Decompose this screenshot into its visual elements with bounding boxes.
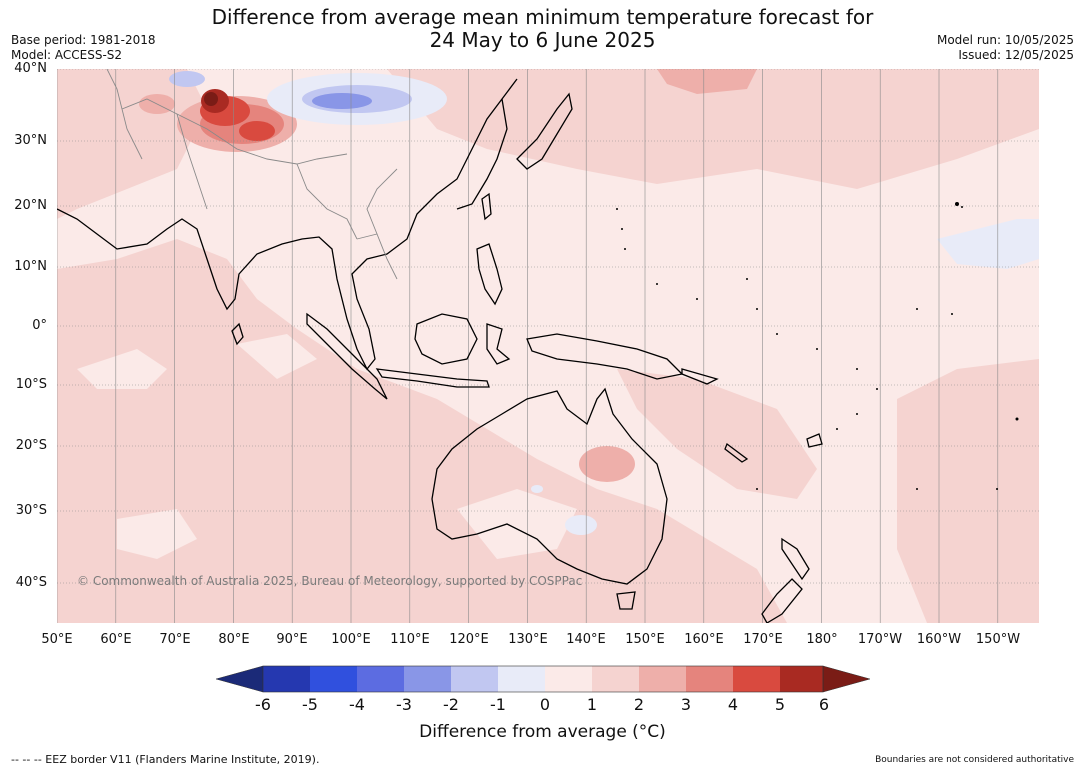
colorbar-tick-neg5: -5 [302, 695, 318, 714]
lon-label-130e: 130°E [508, 632, 548, 647]
coast-philippines [476, 243, 503, 306]
model-label: Model: ACCESS-S2 [11, 48, 123, 62]
colorbar-swatch-neg1-0 [498, 666, 545, 692]
eez-border-note: -- -- -- EEZ border V11 (Flanders Marine… [11, 753, 320, 766]
coast-sumatra [306, 312, 388, 400]
coast-fiji [806, 433, 823, 448]
lat-label-40n: 40°N [14, 61, 47, 76]
coastlines [57, 78, 823, 623]
anomaly-band-above-6 [204, 92, 218, 106]
coast-sri-lanka [231, 322, 244, 346]
lat-label-0: 0° [32, 318, 47, 333]
colorbar-tick-neg1: -1 [490, 695, 506, 714]
coast-taiwan [481, 192, 492, 221]
coast-new-zealand-south [761, 578, 803, 623]
lon-label-170e: 170°E [743, 632, 783, 647]
colorbar-tick-neg6: -6 [255, 695, 271, 714]
colorbar-swatch-1-2 [592, 666, 639, 692]
colorbar [215, 664, 871, 694]
coast-new-guinea [526, 333, 684, 380]
lon-label-100e: 100°E [331, 632, 371, 647]
base-period-label: Base period: 1981-2018 [11, 33, 156, 47]
pacific-islands [616, 202, 1019, 490]
colorbar-tick-4: 4 [727, 695, 739, 714]
colorbar-tick-3: 3 [680, 695, 692, 714]
anomaly-band-1-2 [57, 69, 1039, 623]
colorbar-swatch-2-3 [639, 666, 686, 692]
colorbar-tick-6: 6 [818, 695, 830, 714]
lon-label-110e: 110°E [390, 632, 430, 647]
lon-label-180: 180° [806, 632, 838, 647]
coast-new-zealand-north [781, 537, 810, 581]
colorbar-tick-neg4: -4 [349, 695, 365, 714]
colorbar-extend-low [215, 665, 264, 693]
colorbar-swatch-5-6 [780, 666, 823, 692]
lon-label-160e: 160°E [684, 632, 724, 647]
colorbar-extend-high [822, 665, 871, 693]
coast-australia [431, 387, 668, 585]
lon-label-50e: 50°E [41, 632, 73, 647]
colorbar-swatch-neg5-neg4 [310, 666, 357, 692]
colorbar-tick-0: 0 [539, 695, 551, 714]
colorbar-tick-1: 1 [586, 695, 598, 714]
map-title-line1: Difference from average mean minimum tem… [211, 5, 874, 29]
coast-east-asia [456, 98, 508, 210]
colorbar-title: Difference from average (°C) [419, 722, 666, 742]
coast-tasmania [616, 591, 636, 610]
colorbar-svg [215, 665, 871, 693]
coast-japan [516, 92, 573, 170]
lon-label-80e: 80°E [218, 632, 250, 647]
colorbar-tick-neg3: -3 [396, 695, 412, 714]
lat-label-30s: 30°S [15, 503, 47, 518]
map-panel[interactable] [57, 69, 1039, 623]
colorbar-swatch-4-5 [733, 666, 780, 692]
lat-label-10n: 10°N [14, 259, 47, 274]
anomaly-band-neg-3-neg-2 [312, 93, 372, 109]
lon-label-70e: 70°E [159, 632, 191, 647]
colorbar-swatch-neg4-neg3 [357, 666, 404, 692]
coast-sulawesi [486, 323, 511, 365]
graticule [57, 69, 1039, 623]
model-run-label: Model run: 10/05/2025 [936, 33, 1074, 47]
colorbar-tick-2: 2 [633, 695, 645, 714]
anomaly-map[interactable] [57, 69, 1039, 623]
coast-new-caledonia [724, 442, 749, 463]
lon-label-60e: 60°E [100, 632, 132, 647]
lon-label-90e: 90°E [276, 632, 308, 647]
lon-label-170w: 170°W [857, 632, 903, 647]
copyright-notice: © Commonwealth of Australia 2025, Bureau… [77, 574, 583, 588]
lon-label-150w: 150°W [975, 632, 1021, 647]
lon-label-160w: 160°W [916, 632, 962, 647]
colorbar-tick-neg2: -2 [443, 695, 459, 714]
lon-label-150e: 150°E [625, 632, 665, 647]
colorbar-swatch-0-1 [545, 666, 592, 692]
lat-label-10s: 10°S [15, 377, 47, 392]
lat-label-40s: 40°S [15, 575, 47, 590]
colorbar-swatch-neg2-neg1 [451, 666, 498, 692]
coast-java [375, 368, 490, 388]
lon-label-140e: 140°E [566, 632, 606, 647]
colorbar-tick-5: 5 [774, 695, 786, 714]
colorbar-swatch-neg3-neg2 [404, 666, 451, 692]
lat-label-20n: 20°N [14, 198, 47, 213]
anomaly-band-0-1-pockets [77, 334, 577, 559]
lon-label-120e: 120°E [449, 632, 489, 647]
colorbar-swatch-neg6-neg5 [263, 666, 310, 692]
lat-label-20s: 20°S [15, 438, 47, 453]
colorbar-swatch-3-4 [686, 666, 733, 692]
boundary-disclaimer: Boundaries are not considered authoritat… [875, 755, 1074, 765]
lat-label-30n: 30°N [14, 133, 47, 148]
coast-arabia-india [57, 78, 518, 371]
country-borders [106, 69, 398, 280]
coast-borneo [414, 313, 478, 365]
map-title-line2: 24 May to 6 June 2025 [429, 28, 656, 52]
coast-solomons [681, 368, 719, 385]
issued-label: Issued: 12/05/2025 [958, 48, 1074, 62]
